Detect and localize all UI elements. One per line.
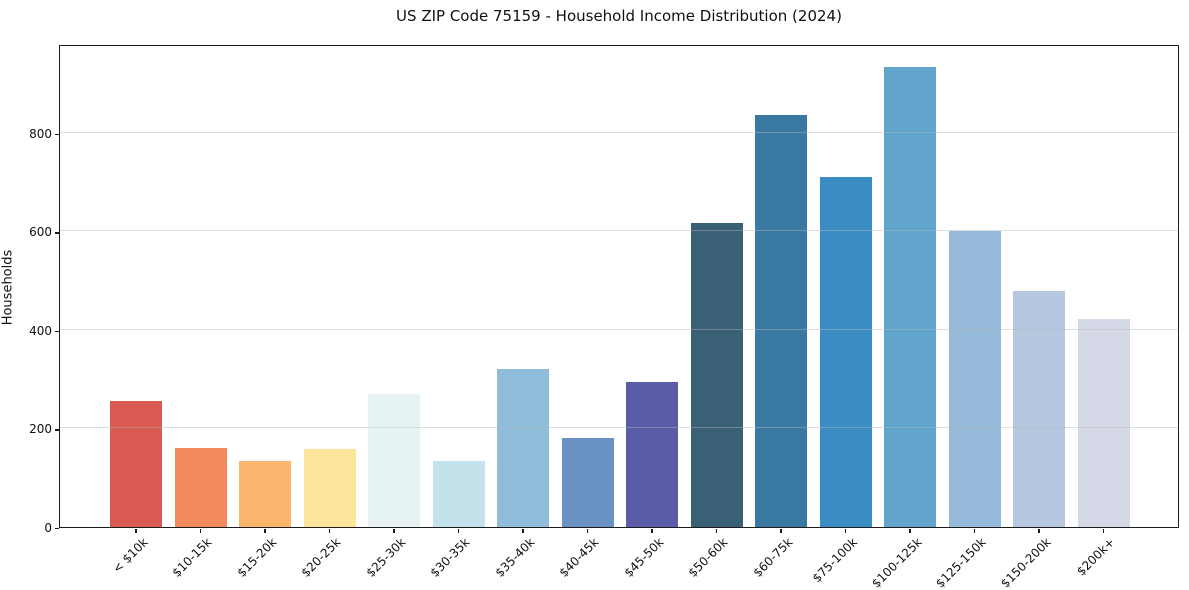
x-tick-mark <box>393 528 395 533</box>
y-tick-label: 600 <box>29 225 52 240</box>
x-tick-mark <box>522 528 524 533</box>
bar-10k <box>110 400 163 527</box>
chart-title: US ZIP Code 75159 - Household Income Dis… <box>396 7 842 25</box>
bars-layer <box>60 46 1178 527</box>
x-tick-label: $150-200k <box>997 535 1054 590</box>
y-tick-label: 200 <box>29 422 52 437</box>
bar-125-150k <box>948 230 1001 527</box>
gridline-y800 <box>60 131 1178 133</box>
y-tick-label: 0 <box>44 521 52 535</box>
y-tick-label: 400 <box>29 323 52 338</box>
x-tick-label: $25-30k <box>363 535 409 580</box>
x-tick-label: $45-50k <box>621 535 667 580</box>
bar-200k <box>1077 319 1130 527</box>
gridline-y200 <box>60 427 1178 429</box>
x-tick-label: $30-35k <box>427 535 473 580</box>
bar-150-200k <box>1013 290 1066 527</box>
x-tick-label: $200k+ <box>1074 535 1118 579</box>
x-tick-label: $50-60k <box>685 535 731 580</box>
bar-10-15k <box>174 447 227 527</box>
x-tick-mark <box>651 528 653 533</box>
bar-100-125k <box>884 66 937 527</box>
x-tick-mark <box>586 528 589 533</box>
x-tick-label: $75-100k <box>809 535 860 586</box>
y-tick-mark <box>55 528 59 530</box>
x-tick-label: $100-125k <box>868 535 925 590</box>
bar-30-35k <box>432 460 485 527</box>
bar-20-25k <box>303 449 356 527</box>
gridline-y400 <box>60 328 1178 330</box>
x-tick-mark <box>1038 528 1040 533</box>
y-axis-ticks: 0 200 400 600 800 <box>0 45 52 535</box>
x-tick-mark <box>199 528 202 533</box>
x-tick-label: $35-40k <box>492 535 538 580</box>
x-tick-mark <box>328 528 331 533</box>
y-tick-label: 800 <box>29 126 52 141</box>
x-tick-mark <box>909 528 911 533</box>
grid-layer <box>60 46 1178 527</box>
y-tick-mark <box>55 232 59 234</box>
x-tick-label: $15-20k <box>234 535 280 580</box>
x-tick-label: $60-75k <box>750 535 796 580</box>
bar-40-45k <box>561 437 614 527</box>
bar-15-20k <box>239 461 292 527</box>
x-tick-mark <box>135 528 137 533</box>
bar-25-30k <box>368 393 421 527</box>
bar-75-100k <box>819 177 872 527</box>
bar-35-40k <box>497 368 550 527</box>
y-tick-mark <box>55 133 59 135</box>
bar-60-75k <box>755 114 808 527</box>
x-tick-mark <box>715 528 718 533</box>
x-tick-mark <box>264 528 266 533</box>
x-tick-mark <box>973 528 976 533</box>
x-tick-label: < $10k <box>109 535 151 576</box>
x-tick-label: $125-150k <box>932 535 989 590</box>
gridline-y600 <box>60 230 1178 232</box>
x-tick-mark <box>844 528 847 533</box>
x-tick-mark <box>1102 528 1105 533</box>
x-tick-label: $40-45k <box>556 535 602 580</box>
x-tick-label: $10-15k <box>169 535 215 580</box>
plot-area <box>59 45 1179 528</box>
x-tick-mark <box>780 528 782 533</box>
bar-50-60k <box>690 223 743 527</box>
x-tick-label: $20-25k <box>298 535 344 580</box>
y-tick-mark <box>55 330 59 333</box>
y-tick-mark <box>55 429 59 431</box>
x-tick-mark <box>457 528 460 533</box>
bar-45-50k <box>626 381 679 527</box>
x-axis-tick-labels: < $10k $10-15k $15-20k $20-25k $25-30k $30-35… <box>59 535 1179 590</box>
